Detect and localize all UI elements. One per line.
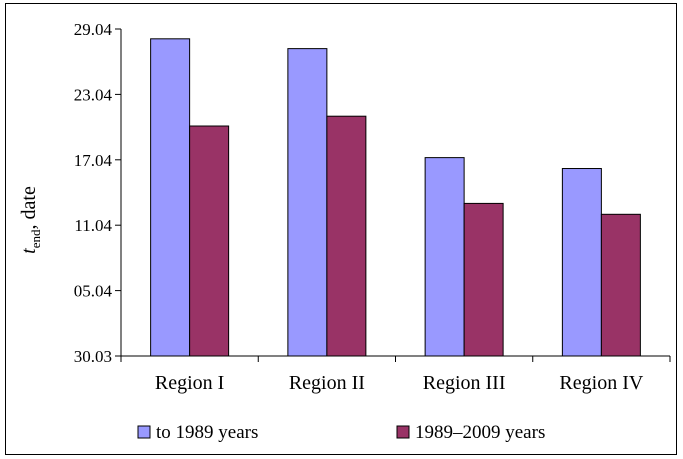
legend-label: to 1989 years bbox=[156, 422, 258, 443]
bar bbox=[463, 202, 504, 357]
x-category-label: Region II bbox=[289, 372, 365, 394]
y-tick-label: 05.04 bbox=[74, 282, 113, 301]
y-tick-label: 11.04 bbox=[74, 216, 112, 235]
legend-swatch bbox=[137, 425, 151, 439]
x-category-label: Region IV bbox=[559, 372, 643, 394]
y-axis-title-suffix: , date bbox=[18, 186, 40, 229]
y-tick-label: 29.04 bbox=[74, 20, 113, 39]
bar bbox=[600, 213, 641, 357]
y-axis-title: tend, date bbox=[18, 186, 43, 254]
legend-label: 1989–2009 years bbox=[415, 422, 545, 443]
x-category-label: Region I bbox=[155, 372, 224, 394]
y-axis-title-subscript: end bbox=[28, 229, 43, 248]
bar bbox=[287, 48, 328, 357]
legend-swatch bbox=[396, 425, 410, 439]
x-category-label: Region III bbox=[423, 372, 506, 394]
bar bbox=[326, 115, 367, 357]
y-tick-label: 23.04 bbox=[74, 85, 113, 104]
y-tick-label: 30.03 bbox=[74, 347, 112, 366]
plot-area: 30.03 05.04 11.04 17.04 23.04 29.04 Region I Re… bbox=[74, 20, 671, 394]
bar bbox=[424, 157, 465, 357]
y-tick-label: 17.04 bbox=[74, 151, 113, 170]
svg-text:tend, date: tend, date bbox=[18, 186, 43, 254]
y-axis-title-main: t bbox=[18, 248, 40, 254]
bar bbox=[561, 168, 602, 357]
legend: to 1989 years 1989–2009 years bbox=[137, 422, 545, 443]
bar bbox=[189, 125, 230, 357]
bar bbox=[150, 38, 191, 357]
